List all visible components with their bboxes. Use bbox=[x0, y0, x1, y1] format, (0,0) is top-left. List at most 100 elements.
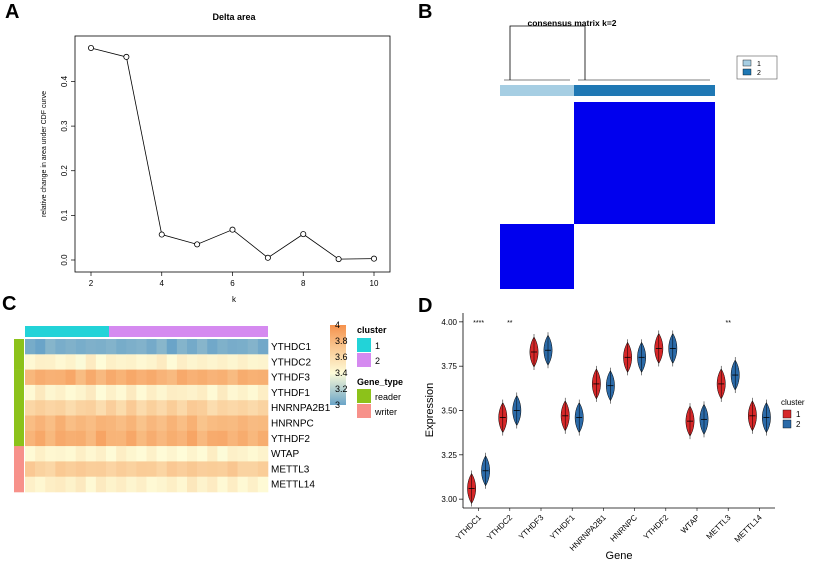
heatmap-cell bbox=[126, 415, 137, 432]
heatmap-cell bbox=[136, 446, 147, 462]
heatmap-cell bbox=[227, 476, 238, 493]
heatmap-cell bbox=[95, 369, 107, 386]
heatmap-cell bbox=[106, 476, 117, 493]
heatmap-cell bbox=[166, 339, 178, 355]
a-xtick-label: 10 bbox=[370, 279, 379, 288]
heatmap-cell bbox=[126, 354, 137, 370]
heatmap-cell bbox=[25, 415, 36, 432]
heatmap-cell bbox=[116, 430, 127, 447]
legend-d-swatch-1 bbox=[782, 409, 792, 419]
legend-c-type-swatch-reader bbox=[357, 389, 371, 403]
heatmap-cell bbox=[146, 446, 157, 462]
heatmap-cell bbox=[227, 354, 238, 370]
heatmap-cell bbox=[176, 369, 188, 386]
heatmap-cell bbox=[217, 476, 228, 493]
panel-a-ylabel: relative change in area under CDF curve bbox=[41, 91, 48, 217]
heatmap-cell bbox=[85, 476, 97, 493]
legend-d-label-2: 2 bbox=[796, 420, 801, 429]
heatmap-cell bbox=[187, 354, 198, 370]
heatmap-cell bbox=[95, 400, 107, 416]
heatmap-cell bbox=[166, 446, 178, 462]
heatmap-cell bbox=[166, 354, 178, 370]
heatmap-cell bbox=[85, 384, 97, 401]
color-scale-label: 4 bbox=[335, 320, 340, 330]
heatmap-cell bbox=[136, 369, 147, 386]
heatmap-cell bbox=[247, 446, 259, 462]
heatmap-cell bbox=[237, 430, 249, 447]
heatmap-cell bbox=[217, 446, 228, 462]
heatmap-cell bbox=[116, 446, 127, 462]
heatmap-cell bbox=[156, 354, 168, 370]
gene-type-cell bbox=[14, 476, 24, 493]
heatmap-cell bbox=[116, 339, 127, 355]
heatmap-cell bbox=[95, 384, 107, 401]
legend-c-cluster-label-1: 1 bbox=[375, 341, 380, 351]
heatmap-cell bbox=[237, 415, 249, 432]
legend-d-swatch-2 bbox=[782, 419, 792, 429]
heatmap-cell bbox=[45, 476, 56, 493]
a-xtick-label: 2 bbox=[89, 279, 94, 288]
heatmap-cell bbox=[136, 354, 147, 370]
panel-a-delta-area-chart: Delta area 2 4 6 8 10 0.0 0.1 0.2 0.3 0.4 k rela… bbox=[41, 12, 391, 304]
heatmap-cell bbox=[65, 430, 76, 447]
a-xtick-label: 4 bbox=[160, 279, 165, 288]
heatmap-cell bbox=[65, 476, 76, 493]
heatmap-cell bbox=[237, 476, 249, 493]
heatmap-cell bbox=[237, 446, 249, 462]
heatmap-cell bbox=[45, 415, 56, 432]
heatmap-cell bbox=[207, 415, 218, 432]
legend-c-cluster-title: cluster bbox=[357, 325, 387, 335]
heatmap-cell bbox=[247, 354, 259, 370]
d-xtick-label: WTAP bbox=[679, 513, 701, 535]
heatmap-cell bbox=[75, 384, 87, 401]
heatmap-cell bbox=[176, 430, 188, 447]
heatmap-cell bbox=[146, 339, 157, 355]
heatmap-cell bbox=[55, 339, 66, 355]
heatmap-cell bbox=[85, 415, 97, 432]
a-point bbox=[370, 255, 377, 262]
legend-c-type-title: Gene_type bbox=[357, 377, 403, 387]
d-ytick-label: 3.00 bbox=[441, 495, 457, 504]
a-ytick-label: 0.2 bbox=[60, 165, 69, 177]
significance-mark: **** bbox=[473, 320, 484, 327]
heatmap-cell bbox=[136, 430, 147, 447]
heatmap-cell bbox=[106, 384, 117, 401]
heatmap-cell bbox=[146, 369, 157, 386]
panel-d-significance: **** ** ** bbox=[473, 320, 731, 327]
d-ytick-label: 4.00 bbox=[441, 318, 457, 327]
d-xtick-label: YTHDC2 bbox=[485, 513, 514, 542]
legend-c-type-swatch-writer bbox=[357, 404, 371, 418]
heatmap-cell bbox=[197, 384, 208, 401]
heatmap-cell bbox=[75, 461, 87, 477]
heatmap-cell bbox=[75, 415, 87, 432]
heatmap-cell bbox=[166, 384, 178, 401]
heatmap-cell bbox=[227, 400, 238, 416]
heatmap-cell bbox=[257, 369, 269, 386]
heatmap-cell bbox=[55, 446, 66, 462]
heatmap-cell bbox=[85, 430, 97, 447]
panel-a-title: Delta area bbox=[212, 12, 256, 22]
heatmap-cell bbox=[247, 400, 259, 416]
a-point bbox=[158, 231, 165, 238]
heatmap-cell bbox=[197, 476, 208, 493]
heatmap-cell bbox=[35, 384, 46, 401]
color-scale-label: 3.8 bbox=[335, 336, 348, 346]
panel-a-x-axis: 2 4 6 8 10 bbox=[89, 272, 379, 288]
heatmap-row-label: YTHDF1 bbox=[271, 388, 310, 399]
heatmap-cell bbox=[257, 384, 269, 401]
a-ytick-label: 0.3 bbox=[60, 120, 69, 132]
heatmap-cell bbox=[247, 339, 259, 355]
heatmap-cell bbox=[227, 384, 238, 401]
heatmap-cell bbox=[156, 446, 168, 462]
heatmap-cell bbox=[156, 339, 168, 355]
heatmap-cell bbox=[197, 339, 208, 355]
heatmap-cell bbox=[126, 400, 137, 416]
heatmap-cell bbox=[95, 430, 107, 447]
d-xtick-label: YTHDF1 bbox=[548, 513, 577, 542]
heatmap-cell bbox=[156, 369, 168, 386]
a-point bbox=[194, 241, 201, 248]
heatmap-cell bbox=[156, 461, 168, 477]
heatmap-cell bbox=[197, 369, 208, 386]
heatmap-cell bbox=[25, 461, 36, 477]
d-ytick-label: 3.50 bbox=[441, 407, 457, 416]
